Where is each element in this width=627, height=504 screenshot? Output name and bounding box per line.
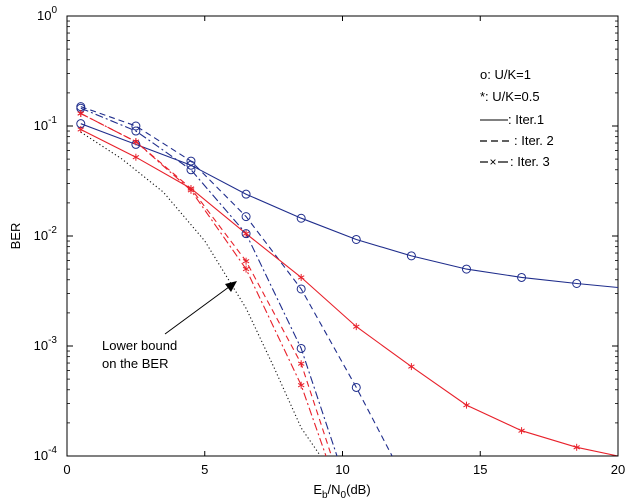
y-tick-label-3: 10-1	[34, 115, 58, 133]
marker-circle-0-8	[517, 272, 527, 282]
marker-circle-0-3	[241, 189, 251, 199]
marker-star-5-3	[242, 265, 250, 273]
annotation-arrow-shaft	[164, 283, 234, 335]
star-stroke-2	[518, 428, 525, 433]
star-stroke-2	[132, 139, 140, 144]
marker-star-4-3	[242, 257, 250, 265]
x-axis-title: Eb/N0(dB)	[313, 482, 370, 501]
marker-circle-0-5	[351, 234, 361, 244]
star-stroke-2	[132, 155, 140, 160]
marker-circle-2-3	[241, 229, 251, 239]
marker-circle-1-3	[241, 212, 251, 222]
legend-entry-iter1: : Iter.1	[508, 112, 544, 127]
star-stroke-2	[463, 402, 470, 408]
y-tick-label-2: 10-2	[34, 225, 58, 243]
marker-star-5-1	[132, 138, 140, 146]
x-tick-label-4: 20	[611, 462, 625, 477]
x-tick-label-3: 15	[473, 462, 487, 477]
star-stroke-2	[242, 259, 250, 264]
x-tick-label-2: 10	[335, 462, 349, 477]
marker-circle-1-4	[296, 284, 306, 294]
marker-star-3-8	[518, 427, 525, 435]
legend-x-marker-icon: ×	[489, 155, 496, 169]
star-stroke-2	[187, 188, 195, 193]
legend: o: U/K=1 *: U/K=0.5 : Iter.1 : Iter. 2 ×…	[480, 67, 554, 169]
marker-circle-0-7	[461, 264, 471, 274]
marker-star-3-9	[573, 443, 580, 451]
y-tick-label-1: 10-3	[34, 335, 58, 353]
y-tick-label-4: 100	[37, 5, 57, 23]
marker-circle-1-1	[131, 121, 141, 131]
marker-circle-2-1	[131, 126, 141, 136]
series-line-2	[80, 107, 338, 456]
marker-star-3-1	[132, 153, 140, 161]
star-stroke-2	[352, 324, 360, 329]
markers-layer	[76, 102, 582, 451]
ticks-layer: 0 5 10 15 20 10-4 10-3 10-2 10-1 100	[34, 5, 626, 477]
marker-star-3-7	[463, 401, 470, 409]
marker-star-5-4	[297, 381, 305, 389]
annotation-line-1: Lower bound	[102, 338, 177, 353]
lower-bound-annotation: Lower bound on the BER	[102, 281, 237, 371]
legend-entry-iter3: : Iter. 3	[510, 154, 550, 169]
marker-circle-1-2	[186, 156, 196, 166]
marker-circle-1-5	[351, 382, 361, 392]
star-stroke-2	[408, 364, 415, 369]
series-line-0	[80, 123, 618, 289]
legend-entry-iter2: : Iter. 2	[514, 133, 554, 148]
annotation-line-2: on the BER	[102, 356, 169, 371]
marker-star-3-3	[242, 230, 250, 238]
legend-entry-uk1: o: U/K=1	[480, 67, 531, 82]
plot-area	[66, 15, 619, 457]
marker-circle-0-2	[186, 160, 196, 170]
star-stroke-2	[77, 127, 85, 132]
y-tick-label-0: 10-4	[34, 445, 58, 463]
marker-circle-0-4	[296, 213, 306, 223]
marker-circle-2-2	[186, 165, 196, 175]
star-stroke-2	[297, 275, 305, 280]
legend-entry-uk05: *: U/K=0.5	[480, 89, 540, 104]
x-tick-label-0: 0	[63, 462, 70, 477]
star-stroke-2	[573, 445, 580, 450]
marker-circle-2-4	[296, 343, 306, 353]
star-stroke-2	[297, 361, 305, 366]
star-stroke-2	[77, 111, 85, 116]
y-axis-title: BER	[8, 223, 23, 250]
marker-star-3-5	[352, 323, 360, 331]
marker-star-3-4	[297, 273, 305, 281]
star-stroke-2	[297, 383, 305, 388]
marker-star-3-0	[77, 125, 85, 133]
marker-star-3-6	[408, 363, 415, 371]
marker-circle-0-9	[572, 278, 582, 288]
series-layer	[80, 106, 618, 456]
series-line-5	[80, 113, 327, 456]
series-line-1	[80, 106, 393, 456]
marker-star-5-0	[77, 109, 85, 117]
marker-star-4-4	[297, 360, 305, 368]
star-stroke-2	[242, 231, 250, 236]
star-stroke-2	[242, 266, 250, 272]
annotation-arrowhead	[225, 281, 237, 292]
marker-star-5-2	[187, 186, 195, 194]
marker-circle-0-6	[406, 251, 416, 261]
x-tick-label-1: 5	[201, 462, 208, 477]
